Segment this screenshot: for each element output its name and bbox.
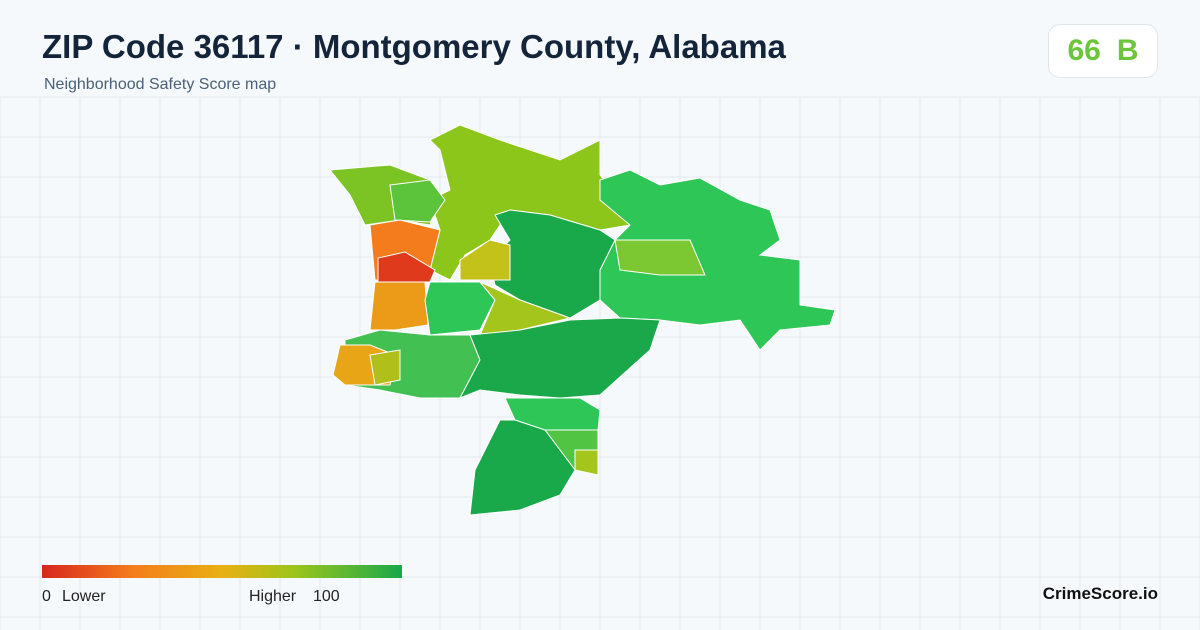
legend-max: 100 xyxy=(313,588,340,605)
score-grade: B xyxy=(1116,34,1139,67)
area xyxy=(377,251,436,283)
area xyxy=(369,349,401,386)
subtitle: Neighborhood Safety Score map xyxy=(44,76,277,93)
area xyxy=(369,281,429,331)
area xyxy=(469,419,576,516)
score-badge: 66 B xyxy=(1048,24,1158,78)
area xyxy=(574,449,599,476)
area xyxy=(459,239,511,281)
area xyxy=(389,179,446,223)
brand: CrimeScore.io xyxy=(1042,584,1158,603)
legend-gradient xyxy=(42,565,402,578)
title: ZIP Code 36117 · Montgomery County, Alab… xyxy=(42,28,786,65)
legend-min: 0 xyxy=(42,588,51,605)
area xyxy=(458,317,661,399)
score-value: 66 xyxy=(1067,34,1101,67)
legend-max-label: Higher xyxy=(249,588,297,605)
area xyxy=(614,239,706,276)
legend-min-label: Lower xyxy=(62,588,106,605)
